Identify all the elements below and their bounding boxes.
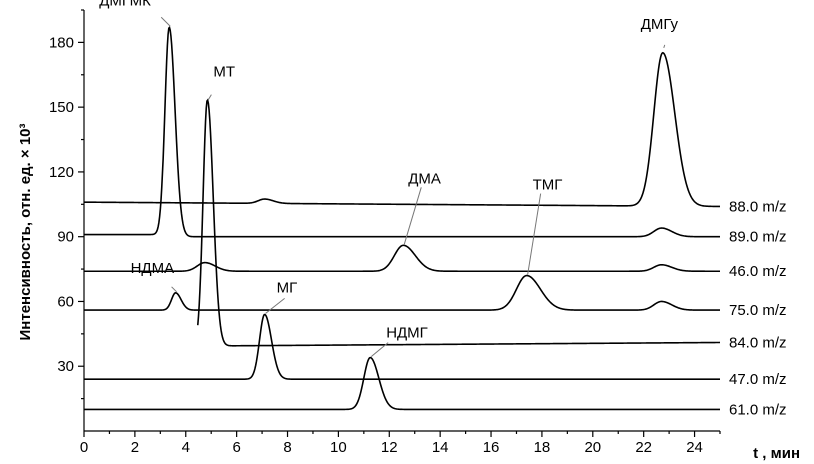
peak-label-7: НДМГ xyxy=(386,325,428,342)
peak-leader-line xyxy=(527,193,542,275)
trace-line-1 xyxy=(84,25,720,238)
x-tick-label: 14 xyxy=(432,439,449,456)
peak-leader-line xyxy=(207,94,212,100)
trace-line-0 xyxy=(84,51,720,208)
trace-label-4: 84.0 m/z xyxy=(729,334,787,351)
x-axis-title: t , мин xyxy=(753,445,800,462)
trace-layer xyxy=(84,25,721,411)
trace-label-5: 47.0 m/z xyxy=(729,371,787,388)
trace-label-6: 61.0 m/z xyxy=(729,401,787,418)
trace-line-6 xyxy=(84,356,720,411)
leader-layer xyxy=(160,16,666,357)
peak-label-0: ДМГМК xyxy=(99,0,151,9)
trace-line-2 xyxy=(84,244,720,273)
x-tick-label: 2 xyxy=(131,439,139,456)
x-tick-label: 22 xyxy=(635,439,652,456)
peak-leader-line xyxy=(370,342,389,357)
x-tick-label: 0 xyxy=(80,439,88,456)
x-tick-label: 6 xyxy=(232,439,240,456)
y-tick-label: 60 xyxy=(57,293,74,310)
y-axis-title: Интенсивность, отн. ед. × 10³ xyxy=(17,124,34,341)
peak-label-3: ТМГ xyxy=(533,177,563,194)
label-layer: 88.0 m/z 89.0 m/z 46.0 m/z 75.0 m/z 84.0 m/z… xyxy=(99,0,786,418)
y-tick-label: 30 xyxy=(57,358,74,375)
peak-label-5: НДМА xyxy=(131,260,175,277)
y-tick-label: 120 xyxy=(49,164,74,181)
peak-leader-line xyxy=(160,16,171,27)
trace-label-0: 88.0 m/z xyxy=(729,198,787,215)
x-tick-label: 10 xyxy=(330,439,347,456)
x-tick-label: 8 xyxy=(283,439,291,456)
x-tick-label: 20 xyxy=(584,439,601,456)
peak-leader-line xyxy=(265,298,285,314)
x-tick-label: 24 xyxy=(686,439,703,456)
y-tick-label: 180 xyxy=(49,34,74,51)
peak-label-4: ДМГу xyxy=(641,16,679,33)
peak-leader-line xyxy=(171,286,177,293)
peak-label-1: МТ xyxy=(213,64,235,81)
trace-label-3: 75.0 m/z xyxy=(729,302,787,319)
x-tick-label: 12 xyxy=(381,439,398,456)
peak-leader-line xyxy=(663,44,666,49)
peak-label-2: ДМА xyxy=(408,170,441,187)
trace-line-5 xyxy=(84,313,720,380)
trace-line-4 xyxy=(196,98,721,347)
trace-label-2: 46.0 m/z xyxy=(729,263,787,280)
x-tick-label: 18 xyxy=(534,439,551,456)
x-tick-label: 16 xyxy=(483,439,500,456)
trace-line-3 xyxy=(84,274,720,311)
trace-label-1: 89.0 m/z xyxy=(729,229,787,246)
peak-leader-line xyxy=(403,187,422,245)
x-tick-label: 4 xyxy=(182,439,190,456)
y-tick-label: 150 xyxy=(49,99,74,116)
peak-label-6: МГ xyxy=(277,279,298,296)
y-tick-label: 90 xyxy=(57,229,74,246)
